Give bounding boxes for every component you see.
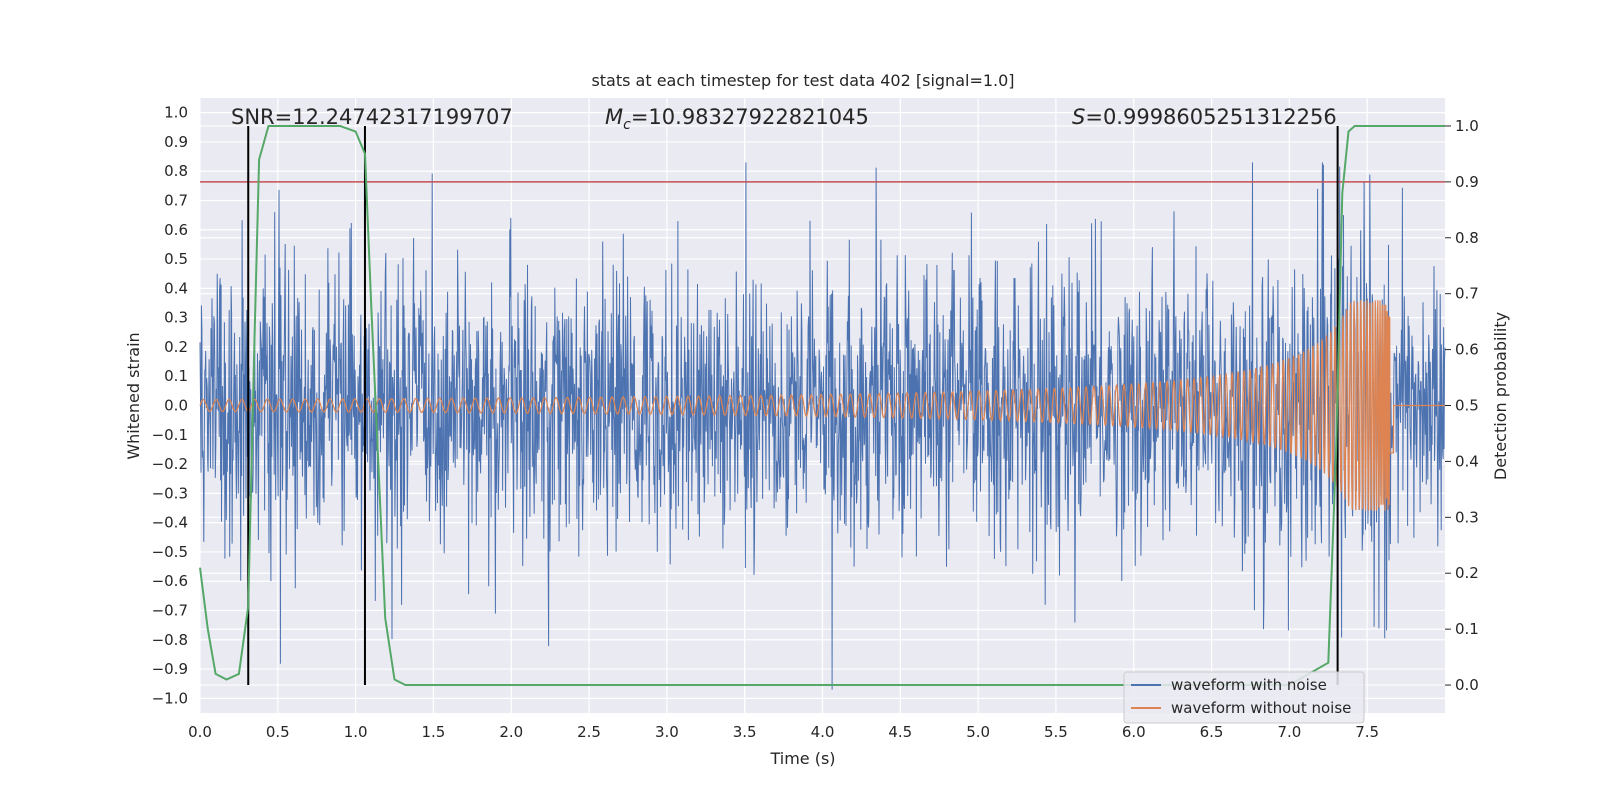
y2-tick-label: 0.2: [1455, 564, 1479, 582]
x-tick-label: 5.5: [1044, 723, 1068, 741]
y-tick-label: 0.4: [164, 279, 188, 297]
match-score-symbol: S: [1072, 105, 1085, 129]
series-waveform-without-noise: [199, 300, 1445, 511]
y2-tick-label: 0.0: [1455, 676, 1479, 694]
chirp-mass-symbol: M: [605, 105, 623, 129]
x-tick-label: 6.5: [1200, 723, 1224, 741]
x-tick-label: 6.0: [1122, 723, 1146, 741]
legend-label-noise: waveform with noise: [1171, 676, 1327, 694]
y-tick-label: 1.0: [164, 104, 188, 122]
chirp-mass-annotation: Mc=10.98327922821045: [605, 105, 869, 133]
y2-tick-label: 0.9: [1455, 173, 1479, 191]
x-tick-label: 3.5: [733, 723, 757, 741]
x-axis-ticks: 0.0 0.5 1.0 1.5 2.0 2.5 3.0 3.5 4.0 4.5 5.0 5.5 6.0 6…: [188, 723, 1379, 741]
y-tick-label: 0.6: [164, 221, 188, 239]
x-tick-label: 0.0: [188, 723, 212, 741]
y-tick-label: 0.1: [164, 367, 188, 385]
y2-tick-label: 0.8: [1455, 229, 1479, 247]
y-tick-label: −0.1: [152, 426, 188, 444]
chart-title: stats at each timestep for test data 402…: [591, 71, 1014, 90]
legend: waveform with noise waveform without noi…: [1123, 671, 1365, 724]
y-tick-label: 0.5: [164, 250, 188, 268]
x-tick-label: 1.5: [422, 723, 446, 741]
x-tick-label: 1.0: [344, 723, 368, 741]
legend-box: [1123, 671, 1365, 724]
y-tick-label: −0.4: [152, 514, 188, 532]
series-detection-probability: [199, 125, 1445, 686]
y2-tick-label: 0.7: [1455, 285, 1479, 303]
y2-tick-label: 0.6: [1455, 341, 1479, 359]
y-tick-label: 0.0: [164, 397, 188, 415]
x-tick-label: 4.5: [888, 723, 912, 741]
y2-tick-label: 0.5: [1455, 397, 1479, 415]
y-tick-label: 0.7: [164, 192, 188, 210]
y-tick-label: −0.9: [152, 660, 188, 678]
series-waveform-with-noise: [199, 162, 1446, 690]
y-axis-label: Whitened strain: [124, 332, 143, 459]
x-tick-label: 5.0: [966, 723, 990, 741]
y-tick-label: −0.2: [152, 455, 188, 473]
x-tick-label: 7.5: [1355, 723, 1379, 741]
x-tick-label: 4.0: [811, 723, 835, 741]
legend-label-clean: waveform without noise: [1171, 699, 1351, 717]
x-tick-label: 2.0: [499, 723, 523, 741]
snr-annotation: SNR=12.24742317199707: [231, 105, 513, 129]
y-tick-label: 0.9: [164, 133, 188, 151]
y-tick-label: −0.8: [152, 631, 188, 649]
x-tick-label: 7.0: [1277, 723, 1301, 741]
y-tick-label: 0.8: [164, 162, 188, 180]
x-axis-label: Time (s): [769, 749, 835, 768]
y2-axis-ticks: 1.0 0.9 0.8 0.7 0.6 0.5 0.4 0.3 0.2 0.1 0.0: [1445, 117, 1479, 694]
y-axis-ticks: 1.0 0.9 0.8 0.7 0.6 0.5 0.4 0.3 0.2 0.1 0.0 −0.1 −0.…: [152, 104, 188, 708]
match-score-annotation: S=0.9998605251312256: [1072, 105, 1337, 129]
x-tick-label: 2.5: [577, 723, 601, 741]
y-tick-label: −0.5: [152, 543, 188, 561]
chirp-mass-value: =10.98327922821045: [631, 105, 869, 129]
chirp-mass-subscript: c: [623, 117, 631, 133]
plot-content: [199, 125, 1446, 690]
x-tick-label: 0.5: [266, 723, 290, 741]
match-score-value: =0.9998605251312256: [1085, 105, 1336, 129]
y-tick-label: −1.0: [152, 689, 188, 707]
y2-tick-label: 0.1: [1455, 620, 1479, 638]
y-tick-label: −0.7: [152, 602, 188, 620]
y-tick-label: −0.6: [152, 572, 188, 590]
x-tick-label: 3.0: [655, 723, 679, 741]
y-tick-label: 0.3: [164, 309, 188, 327]
y2-axis-label: Detection probability: [1491, 312, 1510, 480]
y2-tick-label: 1.0: [1455, 117, 1479, 135]
y-tick-label: 0.2: [164, 338, 188, 356]
y2-tick-label: 0.4: [1455, 452, 1479, 470]
y2-tick-label: 0.3: [1455, 508, 1479, 526]
y-tick-label: −0.3: [152, 484, 188, 502]
